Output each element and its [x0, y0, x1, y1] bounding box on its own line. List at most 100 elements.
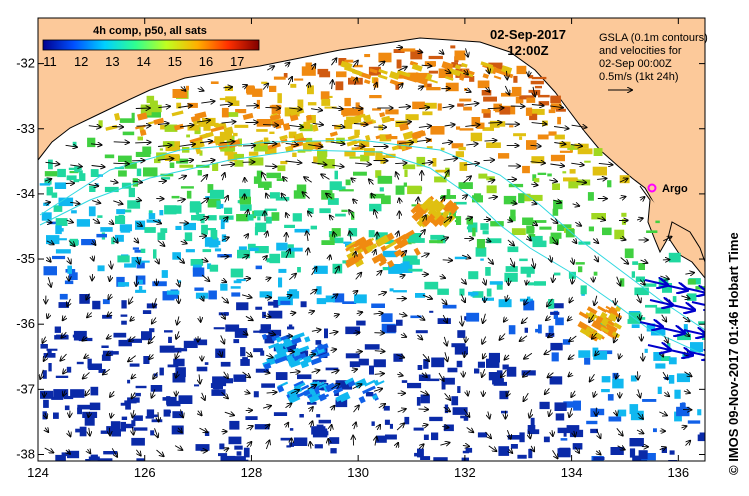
sst-patch [386, 325, 397, 333]
sst-patch [146, 95, 155, 104]
sst-patch [179, 164, 194, 168]
sst-patch [240, 204, 252, 211]
velocity-arrow [221, 391, 229, 398]
sst-patch [101, 345, 109, 348]
sst-patch [204, 237, 213, 247]
velocity-arrow [639, 314, 640, 320]
sst-patch [135, 392, 141, 397]
sst-patch [378, 260, 387, 267]
sst-patch [347, 134, 360, 141]
velocity-arrow [90, 144, 102, 145]
sst-patch [302, 140, 313, 148]
sst-patch [124, 162, 137, 169]
velocity-arrow [597, 178, 606, 179]
sst-patch [127, 397, 140, 403]
sst-patch [175, 225, 182, 230]
sst-patch [208, 290, 217, 300]
sst-patch [345, 108, 361, 116]
sst-patch [344, 119, 353, 129]
sst-patch [609, 306, 619, 314]
sst-patch [171, 425, 184, 435]
velocity-arrow [619, 238, 626, 240]
sst-patch [160, 173, 174, 177]
sst-patch [567, 144, 578, 150]
velocity-arrow [488, 411, 490, 419]
sst-patch [385, 240, 397, 250]
sst-patch [315, 340, 322, 345]
sst-patch [343, 241, 352, 244]
sst-patch [668, 252, 681, 263]
velocity-arrow [442, 260, 453, 261]
velocity-arrow [596, 451, 601, 455]
sst-patch [111, 237, 115, 245]
sst-patch [228, 436, 242, 445]
sst-patch [261, 383, 275, 388]
sst-patch [488, 372, 499, 381]
sst-patch [116, 276, 125, 287]
sst-patch [88, 456, 100, 461]
velocity-arrow [418, 230, 425, 238]
sst-patch [131, 437, 145, 446]
velocity-arrow [302, 192, 310, 199]
sst-patch [657, 386, 662, 394]
velocity-arrow [132, 427, 133, 435]
sst-patch [157, 232, 166, 240]
velocity-arrow [48, 277, 51, 287]
velocity-arrow [63, 369, 66, 373]
velocity-arrow [181, 87, 186, 91]
sst-patch [316, 414, 321, 418]
sst-patch [426, 198, 441, 213]
velocity-arrow [419, 107, 429, 108]
velocity-arrow [637, 294, 641, 302]
velocity-arrow [589, 314, 595, 323]
velocity-arrow [483, 278, 485, 284]
sst-patch [557, 448, 571, 458]
sst-patch [100, 430, 112, 434]
sst-patch [256, 170, 263, 179]
sst-patch [341, 110, 351, 117]
velocity-arrow [444, 336, 447, 346]
velocity-arrow [46, 222, 51, 223]
velocity-arrow [614, 333, 618, 343]
sst-patch [41, 212, 52, 221]
velocity-arrow [331, 370, 338, 373]
sst-patch [233, 132, 238, 137]
sst-patch [234, 124, 249, 128]
sst-patch [48, 363, 52, 372]
sst-patch [282, 122, 291, 131]
velocity-arrow [397, 231, 399, 238]
sst-patch [171, 110, 184, 117]
velocity-arrow [92, 240, 95, 245]
sst-patch [653, 428, 657, 433]
sst-patch [429, 240, 443, 244]
sst-patch [505, 266, 518, 272]
velocity-arrow [61, 331, 67, 338]
velocity-arrow [356, 312, 363, 314]
velocity-arrow [526, 279, 527, 285]
sst-patch [422, 111, 433, 116]
sst-patch [413, 427, 424, 431]
sst-patch [486, 288, 492, 297]
velocity-arrow [531, 184, 537, 185]
velocity-arrow [554, 127, 569, 129]
sst-patch [454, 256, 467, 260]
sst-patch [454, 201, 467, 205]
strong-current-arrow [669, 350, 692, 355]
velocity-arrow [681, 426, 687, 428]
sst-patch [507, 435, 523, 440]
velocity-arrow [307, 248, 308, 256]
velocity-arrow [524, 352, 533, 359]
sst-patch [477, 80, 490, 89]
sst-patch [149, 100, 158, 109]
shelf-contour [39, 149, 705, 356]
velocity-arrow [88, 449, 91, 453]
velocity-arrow [420, 391, 428, 395]
velocity-arrow [330, 142, 345, 144]
sst-patch [115, 215, 126, 224]
sst-patch [383, 405, 390, 411]
sst-patch [590, 428, 598, 434]
velocity-arrow [463, 163, 479, 165]
sst-patch [64, 280, 74, 285]
sst-patch [284, 224, 295, 228]
velocity-arrow [311, 330, 321, 332]
